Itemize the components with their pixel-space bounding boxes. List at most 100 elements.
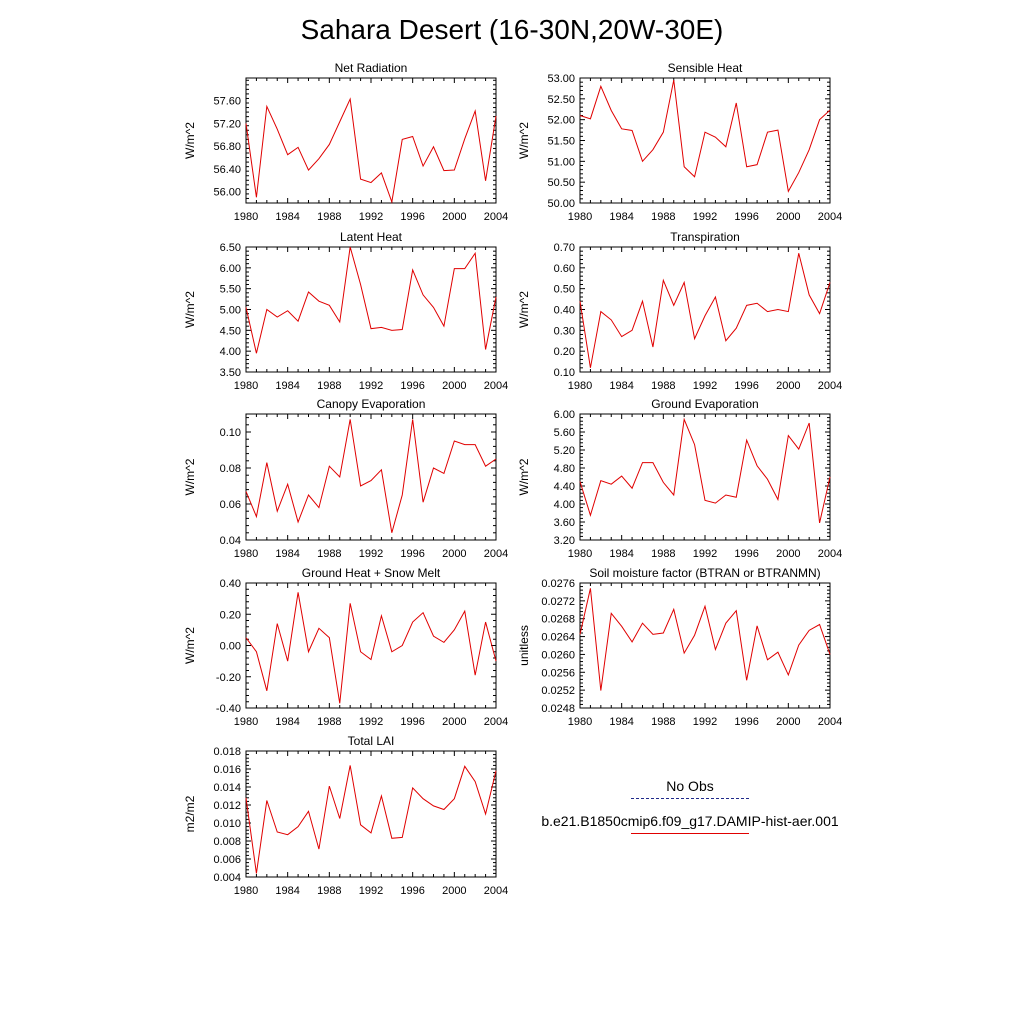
x-tick-label: 1988 (317, 716, 341, 728)
y-tick-label: 0.06 (220, 499, 241, 511)
y-tick-label: 0.0272 (541, 596, 575, 608)
y-tick-label: 4.80 (554, 463, 575, 475)
panel-title: Soil moisture factor (BTRAN or BTRANMN) (589, 566, 820, 580)
x-tick-label: 1992 (693, 211, 717, 223)
panel-title: Latent Heat (340, 230, 403, 244)
x-tick-label: 2004 (484, 716, 508, 728)
y-axis-label: m2/m2 (183, 795, 197, 832)
x-tick-label: 2000 (776, 211, 800, 223)
panel-title: Net Radiation (335, 61, 408, 75)
y-tick-label: 0.40 (554, 305, 575, 317)
x-tick-label: 1988 (651, 716, 675, 728)
x-tick-label: 1988 (317, 380, 341, 392)
figure-title: Sahara Desert (16-30N,20W-30E) (300, 14, 724, 45)
x-tick-label: 2000 (442, 380, 466, 392)
x-tick-label: 2004 (818, 548, 842, 560)
x-tick-label: 1992 (359, 211, 383, 223)
x-tick-label: 1996 (734, 380, 758, 392)
x-tick-label: 2004 (818, 211, 842, 223)
x-tick-label: 1984 (275, 716, 299, 728)
plot-frame (245, 246, 497, 373)
y-tick-label: 5.50 (220, 284, 241, 296)
y-axis-label: unitless (517, 625, 531, 666)
series-line (579, 417, 831, 524)
x-tick-label: 2004 (818, 380, 842, 392)
x-tick-label: 1984 (275, 885, 299, 897)
x-tick-label: 1980 (568, 380, 592, 392)
x-tick-label: 1992 (693, 548, 717, 560)
y-tick-label: -0.40 (216, 703, 241, 715)
y-tick-label: 3.60 (554, 517, 575, 529)
legend-model-line (631, 833, 749, 834)
panel-title: Canopy Evaporation (317, 397, 426, 411)
x-tick-label: 1984 (275, 380, 299, 392)
plot-frame (245, 750, 497, 878)
x-tick-label: 2000 (776, 548, 800, 560)
x-tick-label: 1996 (400, 380, 424, 392)
y-tick-label: 51.50 (547, 136, 575, 148)
x-tick-label: 2000 (442, 716, 466, 728)
chart-panel: 1980 1984 1988 1992 1996 2000 2004 0.10 0.20 0.30… (517, 230, 842, 392)
legend-obs-label: No Obs (666, 778, 714, 794)
panel-title: Total LAI (348, 734, 395, 748)
x-tick-label: 1980 (234, 548, 258, 560)
x-tick-label: 2000 (776, 380, 800, 392)
y-tick-label: 0.0256 (541, 667, 575, 679)
x-tick-label: 1980 (234, 885, 258, 897)
series-line (245, 419, 497, 533)
x-tick-label: 1996 (400, 885, 424, 897)
y-tick-label: 52.00 (547, 115, 575, 127)
x-tick-label: 2000 (776, 716, 800, 728)
chart-panel: 1980 1984 1988 1992 1996 2000 2004 3.50 4.00 4.50… (183, 230, 508, 392)
y-tick-label: 0.20 (220, 609, 241, 621)
x-tick-label: 1980 (568, 211, 592, 223)
panel-title: Sensible Heat (668, 61, 743, 75)
y-tick-label: 6.50 (220, 242, 241, 254)
y-tick-label: 0.008 (213, 836, 241, 848)
y-tick-label: 6.00 (554, 409, 575, 421)
x-tick-label: 1988 (317, 548, 341, 560)
y-tick-label: 57.20 (213, 118, 241, 130)
y-axis-label: W/m^2 (183, 122, 197, 159)
chart-panel: 1980 1984 1988 1992 1996 2000 2004 0.004 0.006 0.… (183, 734, 508, 897)
y-tick-label: 0.010 (213, 818, 241, 830)
x-tick-label: 1984 (609, 211, 633, 223)
y-axis-label: W/m^2 (517, 122, 531, 159)
y-tick-label: 0.40 (220, 578, 241, 590)
panel-title: Ground Heat + Snow Melt (302, 566, 441, 580)
y-axis-label: W/m^2 (183, 458, 197, 495)
y-tick-label: 4.00 (220, 346, 241, 358)
y-tick-label: 50.50 (547, 177, 575, 189)
x-tick-label: 2000 (442, 885, 466, 897)
x-tick-label: 1984 (609, 548, 633, 560)
x-tick-label: 1988 (651, 548, 675, 560)
series-line (579, 79, 831, 193)
panel-title: Transpiration (670, 230, 740, 244)
x-tick-label: 2004 (484, 548, 508, 560)
y-tick-label: 0.0264 (541, 632, 575, 644)
y-tick-label: 52.50 (547, 94, 575, 106)
y-tick-label: 50.00 (547, 198, 575, 210)
y-tick-label: 0.10 (220, 427, 241, 439)
y-tick-label: 0.0268 (541, 614, 575, 626)
y-tick-label: 3.50 (220, 367, 241, 379)
chart-panel: 1980 1984 1988 1992 1996 2000 2004 50.00 50.50 51… (517, 61, 842, 223)
x-tick-label: 1992 (359, 885, 383, 897)
x-tick-label: 1992 (693, 380, 717, 392)
x-tick-label: 1996 (400, 716, 424, 728)
y-tick-label: 5.00 (220, 305, 241, 317)
x-tick-label: 2000 (442, 548, 466, 560)
plot-frame (579, 413, 831, 541)
x-tick-label: 2004 (484, 211, 508, 223)
y-tick-label: 0.0248 (541, 703, 575, 715)
y-tick-label: 5.60 (554, 427, 575, 439)
x-tick-label: 1996 (734, 211, 758, 223)
plot-frame (245, 413, 497, 541)
panel-title: Ground Evaporation (651, 397, 758, 411)
y-tick-label: 0.00 (220, 641, 241, 653)
y-tick-label: 51.00 (547, 156, 575, 168)
y-tick-label: 0.004 (213, 872, 241, 884)
x-tick-label: 1980 (568, 548, 592, 560)
y-tick-label: 0.20 (554, 346, 575, 358)
chart-panel: 1980 1984 1988 1992 1996 2000 2004 3.20 3.60 4.00… (517, 397, 842, 560)
